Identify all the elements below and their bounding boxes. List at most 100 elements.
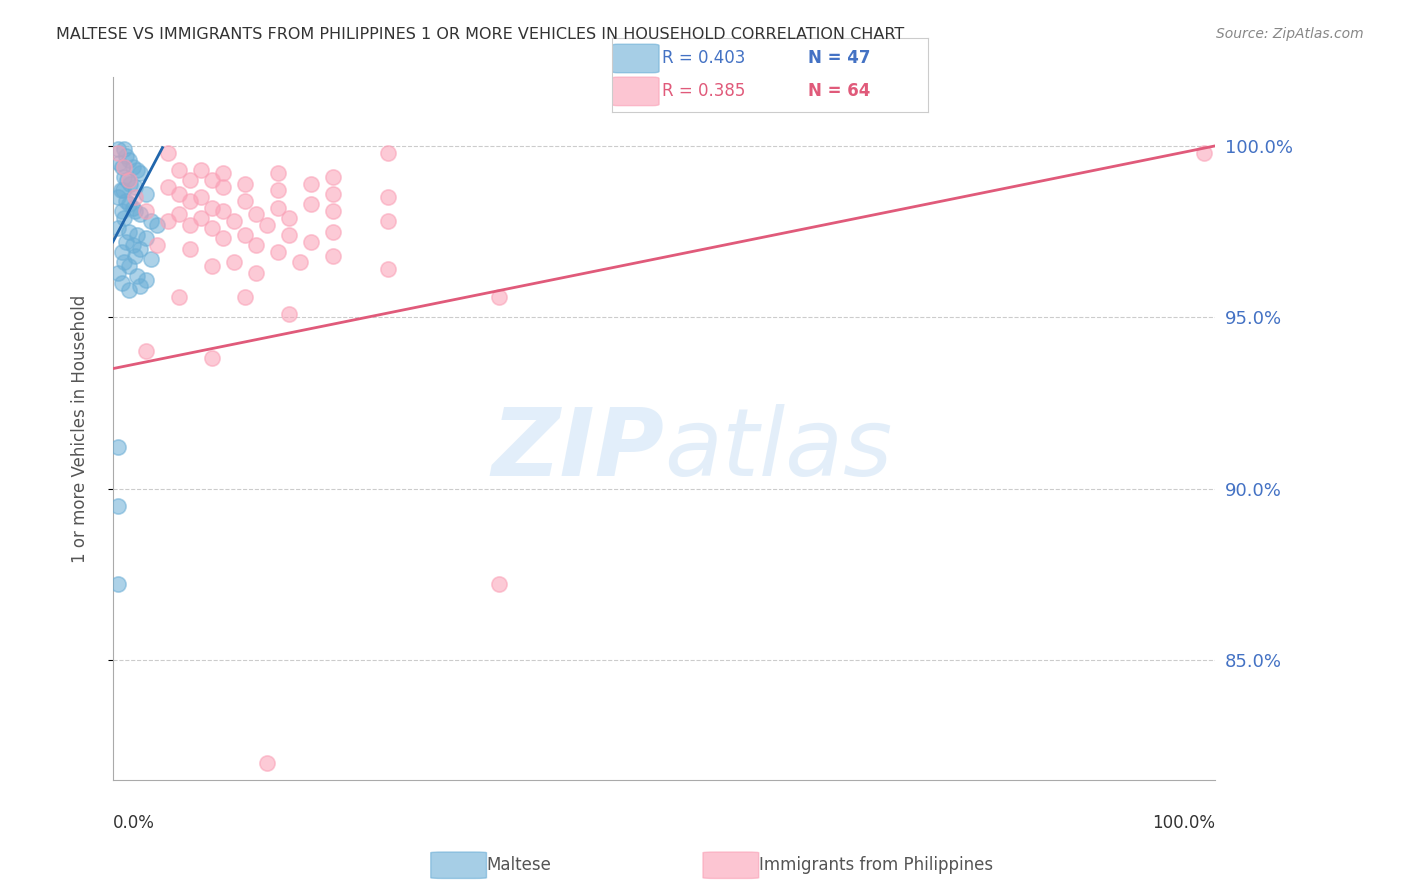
Point bbox=[129, 279, 152, 293]
Point bbox=[115, 149, 138, 163]
Point bbox=[112, 211, 135, 225]
FancyBboxPatch shape bbox=[703, 852, 759, 879]
Point bbox=[124, 180, 146, 194]
Point bbox=[290, 255, 312, 269]
Point bbox=[111, 276, 134, 290]
Point bbox=[212, 180, 235, 194]
Text: R = 0.385: R = 0.385 bbox=[662, 82, 745, 100]
Point bbox=[212, 204, 235, 219]
Point bbox=[377, 262, 399, 277]
FancyBboxPatch shape bbox=[612, 77, 659, 105]
Point bbox=[322, 249, 344, 263]
Point bbox=[146, 218, 169, 232]
Point bbox=[201, 259, 224, 273]
Point bbox=[377, 214, 399, 228]
Point bbox=[110, 184, 132, 198]
Point bbox=[118, 197, 141, 211]
Point bbox=[233, 290, 256, 304]
Point bbox=[118, 259, 141, 273]
Point bbox=[488, 577, 510, 591]
Point bbox=[118, 153, 141, 167]
Point bbox=[278, 211, 301, 225]
Point bbox=[179, 173, 201, 187]
Point bbox=[222, 255, 245, 269]
Point bbox=[124, 190, 146, 204]
Point bbox=[322, 186, 344, 201]
Point bbox=[121, 160, 143, 174]
Point bbox=[107, 499, 129, 513]
Point bbox=[124, 249, 146, 263]
Point bbox=[141, 252, 163, 266]
Point bbox=[190, 190, 212, 204]
Text: N = 47: N = 47 bbox=[808, 49, 870, 67]
Text: Source: ZipAtlas.com: Source: ZipAtlas.com bbox=[1216, 27, 1364, 41]
Point bbox=[127, 269, 149, 284]
Point bbox=[299, 197, 322, 211]
Point bbox=[112, 255, 135, 269]
Point bbox=[245, 238, 267, 252]
Point bbox=[245, 266, 267, 280]
Point bbox=[179, 218, 201, 232]
Point bbox=[121, 201, 143, 215]
Point bbox=[146, 238, 169, 252]
Point bbox=[127, 163, 149, 178]
Point bbox=[107, 577, 129, 591]
Point bbox=[377, 145, 399, 160]
Point bbox=[267, 201, 290, 215]
Point bbox=[108, 156, 131, 170]
Point bbox=[256, 756, 278, 770]
Point bbox=[278, 307, 301, 321]
Point bbox=[124, 204, 146, 219]
Point bbox=[129, 242, 152, 256]
Point bbox=[115, 173, 138, 187]
Point bbox=[107, 221, 129, 235]
Point bbox=[107, 145, 129, 160]
Point bbox=[156, 214, 179, 228]
Point bbox=[107, 441, 129, 455]
Point bbox=[107, 142, 129, 156]
Text: N = 64: N = 64 bbox=[808, 82, 870, 100]
Point bbox=[256, 218, 278, 232]
Point bbox=[179, 194, 201, 208]
Point bbox=[1192, 145, 1215, 160]
Text: R = 0.403: R = 0.403 bbox=[662, 49, 745, 67]
Point bbox=[167, 163, 190, 178]
Point bbox=[111, 245, 134, 260]
Text: atlas: atlas bbox=[664, 404, 891, 495]
Point bbox=[107, 266, 129, 280]
Point bbox=[201, 351, 224, 366]
Point bbox=[201, 201, 224, 215]
Point bbox=[278, 227, 301, 242]
Point bbox=[322, 225, 344, 239]
Text: 0.0%: 0.0% bbox=[112, 814, 155, 832]
Point bbox=[120, 177, 142, 191]
Point bbox=[112, 142, 135, 156]
Point bbox=[135, 344, 157, 359]
Point bbox=[167, 207, 190, 221]
Text: Maltese: Maltese bbox=[486, 856, 551, 874]
Point bbox=[488, 290, 510, 304]
Point bbox=[233, 194, 256, 208]
Point bbox=[212, 231, 235, 245]
Point bbox=[135, 231, 157, 245]
Point bbox=[135, 186, 157, 201]
Point bbox=[107, 190, 129, 204]
Point bbox=[111, 184, 134, 198]
Point bbox=[118, 225, 141, 239]
Point bbox=[299, 235, 322, 249]
Point bbox=[201, 221, 224, 235]
Point bbox=[112, 169, 135, 184]
Point bbox=[127, 227, 149, 242]
Point bbox=[322, 169, 344, 184]
Point bbox=[112, 160, 135, 174]
Point bbox=[201, 173, 224, 187]
Point bbox=[111, 160, 134, 174]
Point bbox=[167, 186, 190, 201]
Point bbox=[167, 290, 190, 304]
Point bbox=[245, 207, 267, 221]
Point bbox=[233, 177, 256, 191]
Y-axis label: 1 or more Vehicles in Household: 1 or more Vehicles in Household bbox=[72, 294, 89, 563]
Point bbox=[190, 211, 212, 225]
Point bbox=[129, 207, 152, 221]
Text: MALTESE VS IMMIGRANTS FROM PHILIPPINES 1 OR MORE VEHICLES IN HOUSEHOLD CORRELATI: MALTESE VS IMMIGRANTS FROM PHILIPPINES 1… bbox=[56, 27, 904, 42]
